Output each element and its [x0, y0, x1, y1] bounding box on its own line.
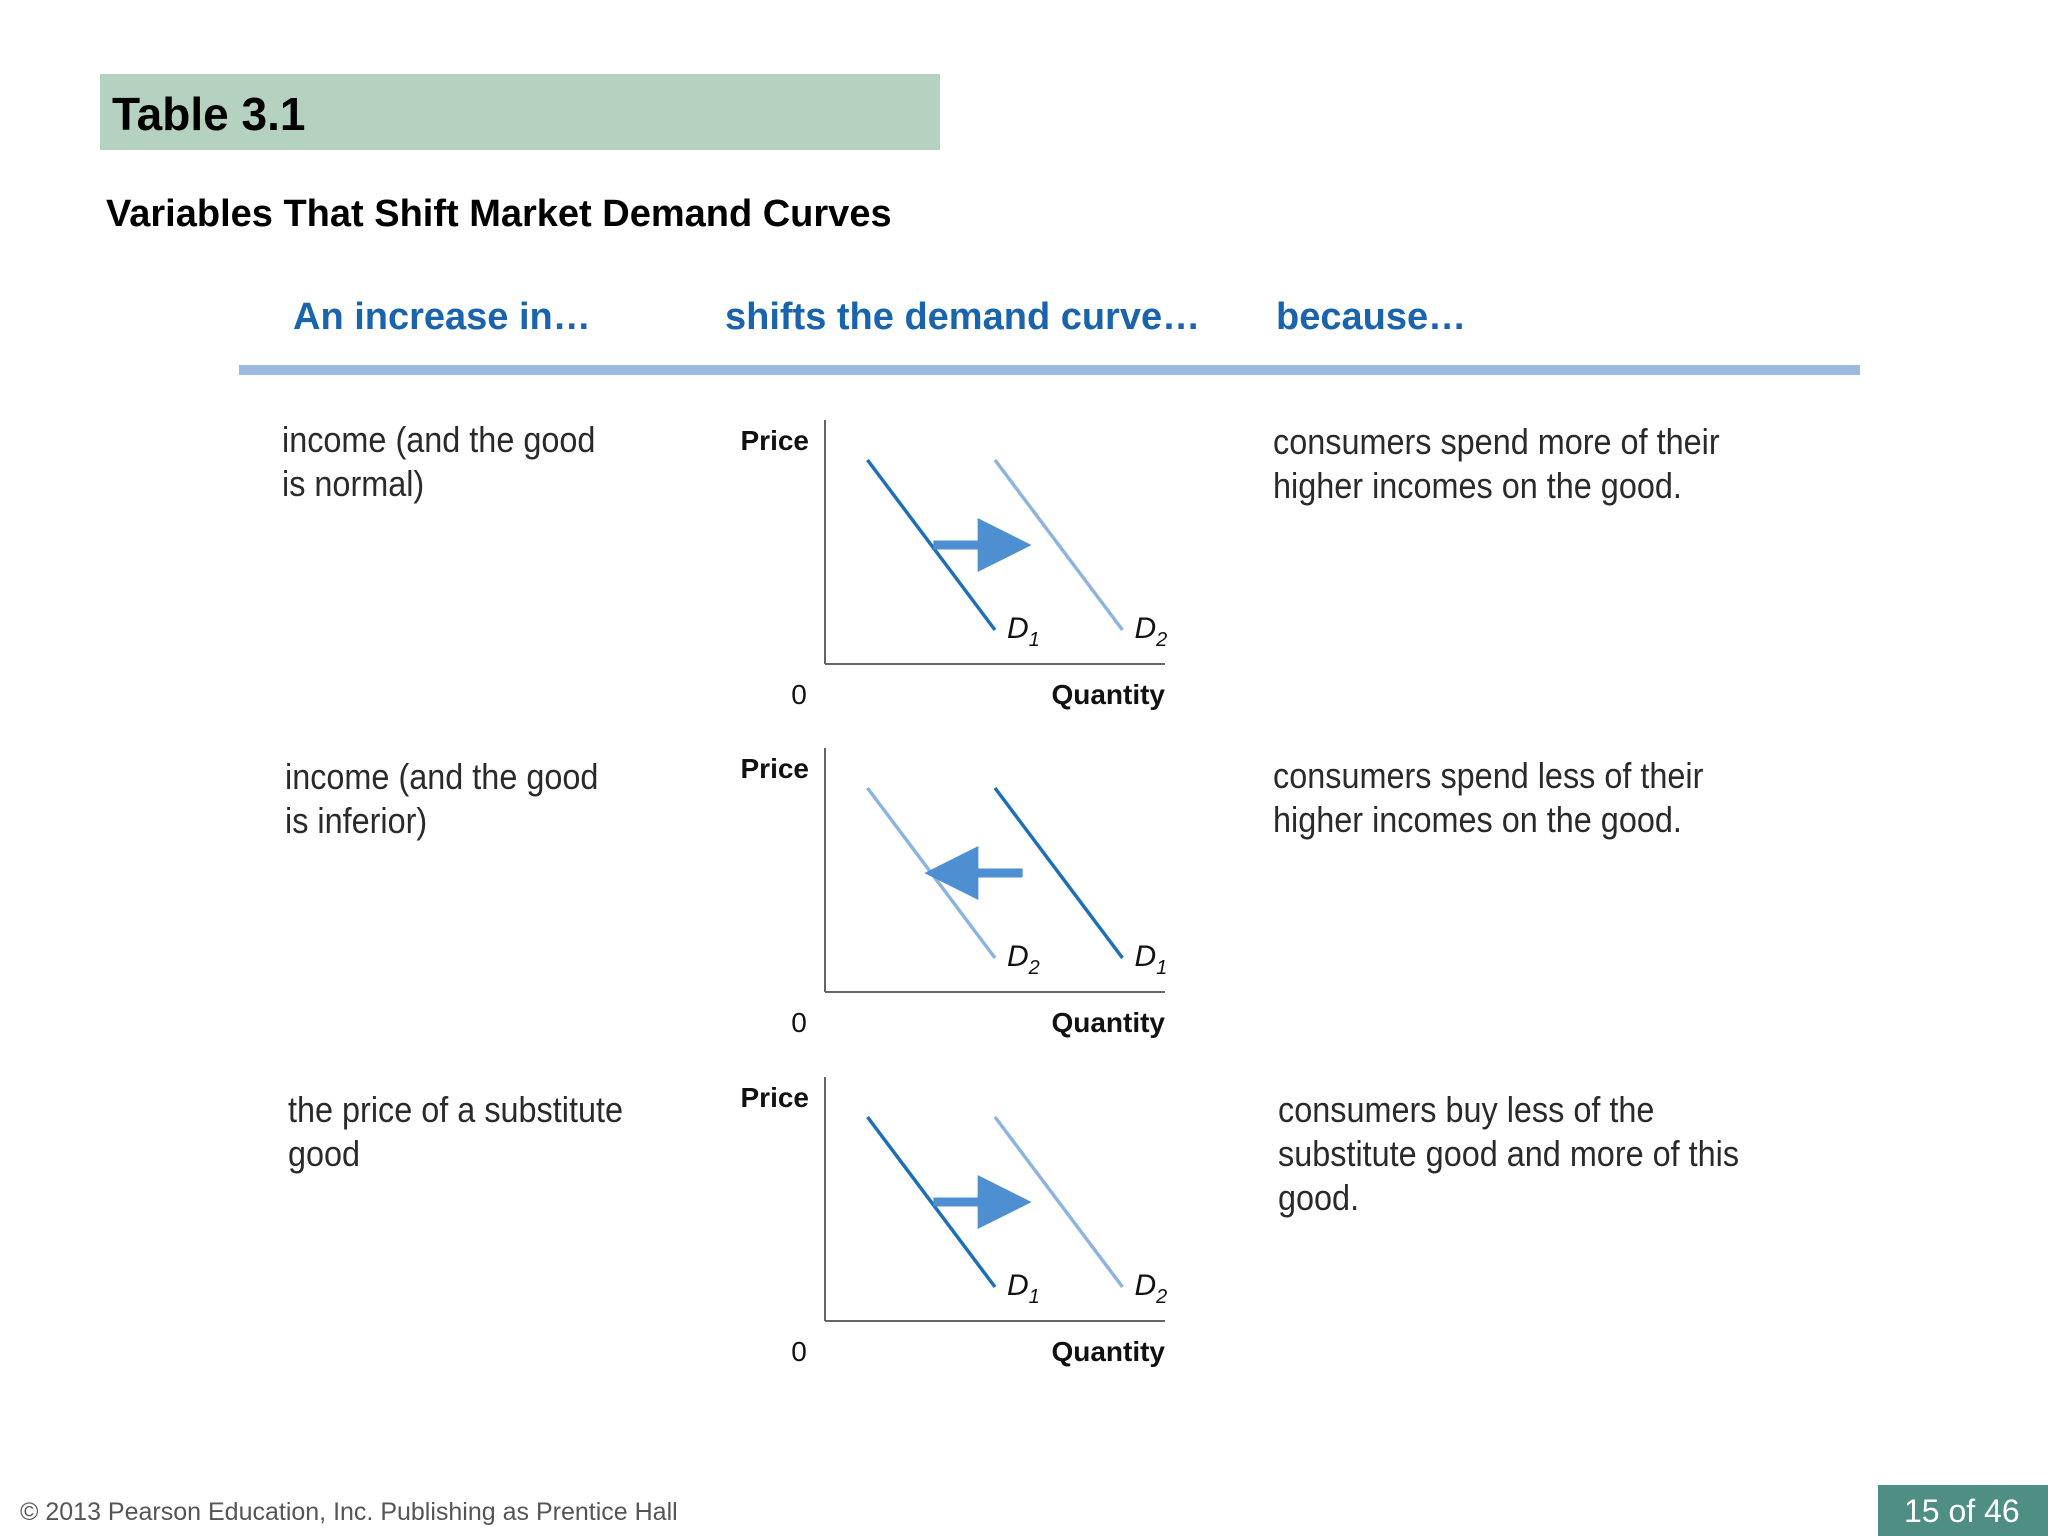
row-2-variable-line-2: is inferior) [285, 800, 428, 841]
row-1-reason: consumers spend more of their higher inc… [1273, 420, 1720, 508]
row-3-reason-line-2: substitute good and more of this [1278, 1133, 1740, 1174]
row-2-reason-line-2: higher incomes on the good. [1273, 799, 1682, 840]
curve-label-subscript: 2 [1155, 629, 1167, 651]
x-axis-label: Quantity [1051, 679, 1165, 710]
curve-label-subscript: 1 [1029, 629, 1040, 651]
y-axis-label: Price [741, 753, 810, 784]
curve-label-d2: D2 [1007, 940, 1040, 979]
origin-label: 0 [791, 679, 807, 710]
row-2-reason-line-1: consumers spend less of their [1273, 755, 1704, 796]
curve-label-d1: D1 [1007, 1269, 1040, 1308]
curve-label-d1: D1 [1135, 940, 1168, 979]
row-3-reason-line-1: consumers buy less of the [1278, 1089, 1655, 1130]
x-axis-label: Quantity [1051, 1336, 1165, 1367]
column-header-reason: because… [1276, 296, 1467, 338]
row-2-reason: consumers spend less of their higher inc… [1273, 754, 1703, 842]
curve-label-subscript: 1 [1029, 1286, 1040, 1308]
demand-curve-d2 [993, 1115, 1124, 1289]
curve-label-subscript: 1 [1156, 957, 1167, 979]
graph-canvas: Price Quantity 0 D1 D2 [741, 420, 1168, 710]
demand-curve-d1 [866, 458, 997, 632]
column-header-variable: An increase in… [293, 296, 591, 338]
graph-canvas: Price Quantity 0 D2 D1 [741, 748, 1168, 1038]
demand-curve-d2 [993, 458, 1124, 632]
row-3-reason: consumers buy less of the substitute goo… [1278, 1088, 1739, 1220]
page-indicator-label: 15 of 46 [1904, 1493, 2020, 1529]
header-rule [239, 365, 1860, 375]
row-2-variable-line-1: income (and the good [285, 756, 599, 797]
origin-label: 0 [791, 1007, 807, 1038]
curve-label-d2: D2 [1135, 1269, 1168, 1308]
origin-label: 0 [791, 1336, 807, 1367]
curve-label-subscript: 2 [1028, 957, 1040, 979]
x-axis-label: Quantity [1051, 1007, 1165, 1038]
row-1-variable-line-2: is normal) [282, 463, 425, 504]
y-axis-label: Price [741, 425, 810, 456]
row-3-variable: the price of a substitute good [288, 1088, 623, 1176]
demand-graph-3: Price Quantity 0 D1 D2 [715, 1075, 1175, 1375]
title-bar: Table 3.1 [100, 74, 940, 150]
demand-curve-d1 [866, 1115, 997, 1289]
column-header-shift: shifts the demand curve… [725, 296, 1201, 338]
graph-canvas: Price Quantity 0 D1 D2 [741, 1077, 1168, 1367]
row-1-variable: income (and the good is normal) [282, 418, 595, 506]
row-3-reason-line-3: good. [1278, 1177, 1360, 1218]
curve-label-d1: D1 [1007, 612, 1040, 651]
y-axis-label: Price [741, 1082, 810, 1113]
copyright-footer: © 2013 Pearson Education, Inc. Publishin… [20, 1498, 678, 1526]
row-1-reason-line-1: consumers spend more of their [1273, 421, 1720, 462]
demand-graph-2: Price Quantity 0 D2 D1 [715, 746, 1175, 1046]
row-3-variable-line-2: good [288, 1133, 361, 1174]
row-2-variable: income (and the good is inferior) [285, 755, 598, 843]
row-1-reason-line-2: higher incomes on the good. [1273, 465, 1682, 506]
demand-graph-1: Price Quantity 0 D1 D2 [715, 418, 1175, 718]
page-indicator: 15 of 46 [1878, 1485, 2048, 1536]
slide-subtitle: Variables That Shift Market Demand Curve… [106, 193, 892, 235]
row-3-variable-line-1: the price of a substitute [288, 1089, 623, 1130]
curve-label-subscript: 2 [1155, 1286, 1167, 1308]
curve-label-d2: D2 [1135, 612, 1168, 651]
slide-title: Table 3.1 [112, 88, 306, 140]
row-1-variable-line-1: income (and the good [282, 419, 596, 460]
demand-curve-d1 [993, 786, 1124, 960]
